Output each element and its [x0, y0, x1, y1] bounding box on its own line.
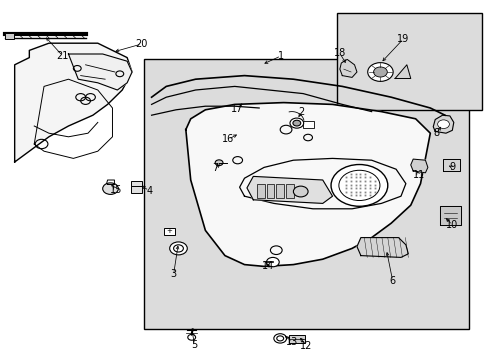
Text: 17: 17: [230, 104, 243, 114]
Polygon shape: [410, 159, 427, 173]
Polygon shape: [356, 238, 407, 257]
Circle shape: [102, 183, 118, 194]
Circle shape: [169, 242, 187, 255]
Polygon shape: [15, 43, 132, 162]
Circle shape: [330, 165, 387, 206]
Text: 12: 12: [300, 341, 312, 351]
Text: 8: 8: [433, 128, 439, 138]
Circle shape: [215, 160, 223, 166]
Polygon shape: [439, 206, 460, 225]
Text: 10: 10: [445, 220, 458, 230]
Text: 15: 15: [109, 185, 122, 195]
Text: 6: 6: [389, 276, 395, 286]
Polygon shape: [394, 65, 410, 78]
Circle shape: [293, 186, 307, 197]
Text: 20: 20: [135, 39, 148, 49]
Text: 5: 5: [191, 340, 197, 350]
Bar: [5, 33, 14, 39]
Text: 3: 3: [170, 269, 176, 279]
Polygon shape: [246, 176, 332, 203]
Text: 19: 19: [396, 34, 409, 44]
Polygon shape: [432, 115, 453, 133]
Bar: [337, 13, 481, 110]
Text: 21: 21: [56, 51, 69, 61]
Circle shape: [173, 245, 183, 252]
Bar: [256, 184, 264, 198]
Circle shape: [187, 334, 195, 340]
Circle shape: [338, 170, 379, 201]
Text: 16: 16: [222, 134, 234, 144]
Text: 11: 11: [411, 170, 424, 180]
Circle shape: [273, 334, 286, 343]
Circle shape: [437, 120, 448, 129]
Bar: [131, 181, 142, 186]
Bar: [266, 184, 274, 198]
Text: 14: 14: [261, 261, 274, 271]
Circle shape: [289, 118, 303, 128]
Bar: [285, 184, 293, 198]
Bar: [164, 228, 175, 235]
Circle shape: [373, 67, 386, 77]
Text: 1: 1: [278, 51, 284, 61]
Bar: [288, 335, 304, 343]
Bar: [276, 184, 284, 198]
Circle shape: [292, 120, 300, 126]
Text: 18: 18: [333, 48, 346, 58]
Bar: [303, 121, 313, 128]
Text: 7: 7: [212, 163, 218, 173]
Text: 9: 9: [448, 162, 454, 172]
Bar: [131, 186, 142, 193]
Text: 4: 4: [146, 186, 152, 196]
Text: 13: 13: [285, 337, 298, 347]
Text: +: +: [166, 229, 172, 234]
Text: 2: 2: [298, 107, 304, 117]
Polygon shape: [185, 103, 429, 266]
Circle shape: [266, 257, 279, 267]
Polygon shape: [339, 59, 356, 77]
Bar: [144, 59, 468, 329]
Polygon shape: [68, 54, 132, 90]
Polygon shape: [442, 159, 459, 171]
Circle shape: [367, 63, 392, 81]
